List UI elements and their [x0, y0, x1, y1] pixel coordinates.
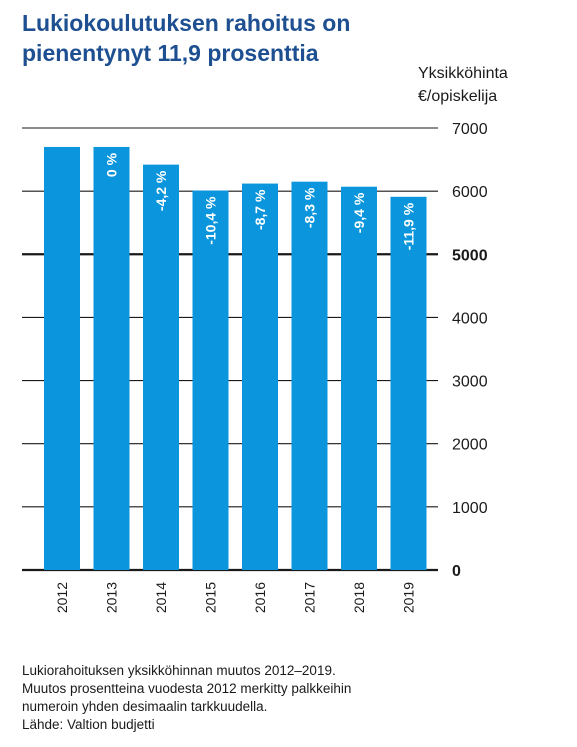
footnote-source: Lähde: Valtion budjetti — [22, 717, 155, 732]
bar-2012 — [44, 146, 80, 570]
bar-2017 — [291, 181, 328, 570]
y-axis-label-line-2: €/opiskelija — [418, 88, 498, 105]
bar-change-label-2015: -10,4 % — [203, 196, 219, 245]
bar-change-label-2014: -4,2 % — [153, 170, 169, 211]
x-tick-label-2017: 2017 — [302, 582, 318, 613]
footnote-line-3: numeroin yhden desimaalin tarkkuudella. — [22, 699, 268, 714]
x-tick-label-2015: 2015 — [203, 582, 219, 613]
y-tick-label-4000: 4000 — [452, 310, 488, 327]
x-tick-label-2014: 2014 — [153, 582, 169, 613]
x-tick-label-2016: 2016 — [252, 582, 268, 613]
bar-change-label-2018: -9,4 % — [351, 192, 367, 233]
chart-title-line-1: Lukiokoulutuksen rahoitus on — [22, 10, 351, 36]
footnote: Lukiorahoituksen yksikköhinnan muutos 20… — [22, 662, 552, 734]
x-tick-label-2013: 2013 — [104, 582, 120, 613]
y-tick-label-1000: 1000 — [452, 500, 488, 517]
x-tick-label-2018: 2018 — [351, 582, 367, 613]
chart-title: Lukiokoulutuksen rahoitus on pienentynyt… — [22, 8, 442, 68]
bar-change-label-2019: -11,9 % — [401, 202, 417, 250]
bar-2018 — [341, 186, 377, 571]
chart-title-line-2: pienentynyt 11,9 prosenttia — [22, 40, 319, 66]
bar-change-label-2016: -8,7 % — [252, 189, 268, 230]
y-tick-label-7000: 7000 — [452, 121, 488, 138]
bar-change-label-2013: 0 % — [104, 152, 120, 177]
y-tick-label-3000: 3000 — [452, 374, 488, 391]
y-tick-label-2000: 2000 — [452, 437, 488, 454]
y-tick-label-6000: 6000 — [452, 184, 488, 201]
y-axis-label-line-1: Yksikköhinta — [418, 65, 508, 82]
x-tick-label-2012: 2012 — [54, 582, 70, 613]
y-tick-label-5000: 5000 — [452, 247, 488, 264]
bar-2014 — [143, 164, 179, 570]
bar-2016 — [242, 183, 278, 570]
bar-2013 — [93, 146, 130, 570]
bar-2015 — [192, 190, 229, 571]
footnote-line-2: Muutos prosentteina vuodesta 2012 merkit… — [22, 681, 352, 696]
footnote-line-1: Lukiorahoituksen yksikköhinnan muutos 20… — [22, 663, 336, 678]
bar-2019 — [390, 196, 427, 570]
x-tick-label-2019: 2019 — [401, 582, 417, 613]
y-axis-label: Yksikköhinta €/opiskelija — [418, 62, 568, 108]
bar-change-label-2017: -8,3 % — [302, 187, 318, 228]
y-tick-label-0: 0 — [452, 563, 461, 580]
